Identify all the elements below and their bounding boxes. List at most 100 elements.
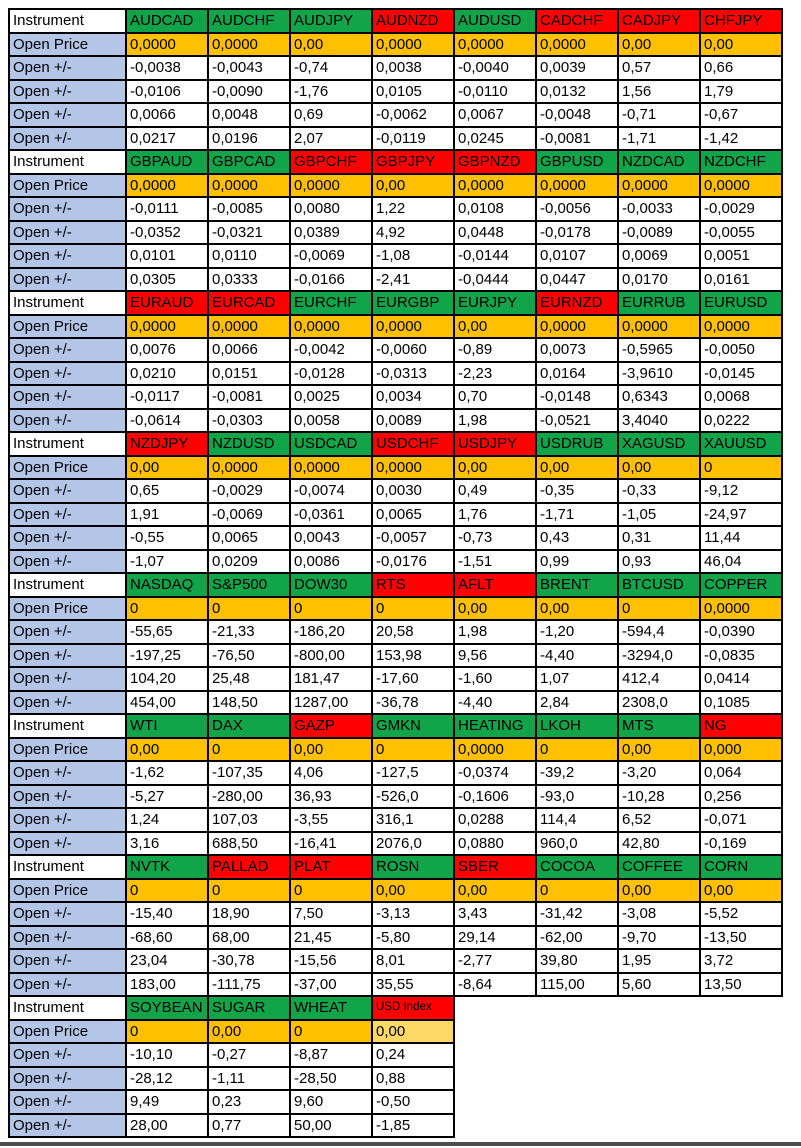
open-change-row-label[interactable]: Open +/- bbox=[8, 971, 127, 997]
open-price-cell[interactable]: 0 bbox=[125, 595, 209, 621]
open-change-cell[interactable]: 0,0039 bbox=[535, 55, 619, 81]
open-price-row-label[interactable]: Open Price bbox=[8, 313, 127, 339]
instrument-header-cell[interactable]: RTS bbox=[371, 572, 455, 598]
open-change-cell[interactable]: 39,80 bbox=[535, 948, 619, 974]
open-change-cell[interactable]: -0,71 bbox=[617, 102, 701, 128]
instrument-row-label[interactable]: Instrument bbox=[8, 290, 127, 316]
open-price-cell[interactable]: 0,0000 bbox=[535, 172, 619, 198]
instrument-header-cell[interactable]: EURUSD bbox=[699, 290, 783, 316]
open-change-cell[interactable]: -37,00 bbox=[289, 971, 373, 997]
open-price-cell[interactable]: 0,0000 bbox=[207, 454, 291, 480]
open-change-cell[interactable]: 3,72 bbox=[699, 948, 783, 974]
open-change-cell[interactable]: -0,0374 bbox=[453, 760, 537, 786]
open-change-cell[interactable]: 1,56 bbox=[617, 78, 701, 104]
open-change-cell[interactable]: -0,0144 bbox=[453, 243, 537, 269]
instrument-header-cell[interactable]: EURAUD bbox=[125, 290, 209, 316]
open-change-cell[interactable]: 0,0073 bbox=[535, 337, 619, 363]
open-change-row-label[interactable]: Open +/- bbox=[8, 266, 127, 292]
open-change-cell[interactable]: -68,60 bbox=[125, 924, 209, 950]
open-change-cell[interactable]: -0,0303 bbox=[207, 407, 291, 433]
open-change-cell[interactable]: -0,0835 bbox=[699, 642, 783, 668]
open-price-cell[interactable]: 0,0000 bbox=[289, 313, 373, 339]
open-change-cell[interactable]: -0,0062 bbox=[371, 102, 455, 128]
open-change-cell[interactable]: -3,20 bbox=[617, 760, 701, 786]
open-price-cell[interactable]: 0 bbox=[617, 595, 701, 621]
open-change-cell[interactable]: 25,48 bbox=[207, 666, 291, 692]
open-price-cell[interactable]: 0 bbox=[289, 1018, 373, 1044]
open-change-cell[interactable]: 0,0051 bbox=[699, 243, 783, 269]
open-change-cell[interactable]: 0,0038 bbox=[371, 55, 455, 81]
open-price-cell[interactable]: 0,0000 bbox=[207, 31, 291, 57]
open-change-cell[interactable]: 18,90 bbox=[207, 901, 291, 927]
open-change-cell[interactable]: -0,5965 bbox=[617, 337, 701, 363]
open-change-cell[interactable]: -0,169 bbox=[699, 830, 783, 856]
open-price-cell[interactable]: 0 bbox=[371, 736, 455, 762]
open-change-row-label[interactable]: Open +/- bbox=[8, 1112, 127, 1138]
open-change-cell[interactable]: 9,60 bbox=[289, 1089, 373, 1115]
open-change-cell[interactable]: -3,13 bbox=[371, 901, 455, 927]
open-change-cell[interactable]: 0,1085 bbox=[699, 689, 783, 715]
open-change-cell[interactable]: 0,0880 bbox=[453, 830, 537, 856]
open-change-cell[interactable]: 0,43 bbox=[535, 525, 619, 551]
open-change-cell[interactable]: 1,79 bbox=[699, 78, 783, 104]
instrument-header-cell[interactable]: NVTK bbox=[125, 854, 209, 880]
instrument-header-cell[interactable]: GBPUSD bbox=[535, 149, 619, 175]
open-change-cell[interactable]: -0,0614 bbox=[125, 407, 209, 433]
instrument-header-cell[interactable]: GBPCHF bbox=[289, 149, 373, 175]
open-price-cell[interactable]: 0 bbox=[289, 595, 373, 621]
open-change-cell[interactable]: 454,00 bbox=[125, 689, 209, 715]
instrument-row-label[interactable]: Instrument bbox=[8, 995, 127, 1021]
open-change-cell[interactable]: -0,0042 bbox=[289, 337, 373, 363]
open-change-cell[interactable]: -5,52 bbox=[699, 901, 783, 927]
open-price-cell[interactable]: 0,0000 bbox=[371, 31, 455, 57]
open-price-cell[interactable]: 0 bbox=[207, 877, 291, 903]
open-price-cell[interactable]: 0,000 bbox=[699, 736, 783, 762]
open-change-cell[interactable]: 0,0089 bbox=[371, 407, 455, 433]
open-change-cell[interactable]: -0,0119 bbox=[371, 125, 455, 151]
open-price-cell[interactable]: 0,0000 bbox=[617, 313, 701, 339]
open-change-cell[interactable]: -1,85 bbox=[371, 1112, 455, 1138]
open-change-row-label[interactable]: Open +/- bbox=[8, 478, 127, 504]
open-price-cell[interactable]: 0,00 bbox=[617, 736, 701, 762]
open-price-cell[interactable]: 0,0000 bbox=[699, 595, 783, 621]
open-price-cell[interactable]: 0,0000 bbox=[207, 172, 291, 198]
open-change-cell[interactable]: -0,0178 bbox=[535, 219, 619, 245]
open-change-cell[interactable]: 3,4040 bbox=[617, 407, 701, 433]
open-change-cell[interactable]: 0,0132 bbox=[535, 78, 619, 104]
open-change-cell[interactable]: 0,99 bbox=[535, 548, 619, 574]
instrument-header-cell[interactable]: EURGBP bbox=[371, 290, 455, 316]
open-change-cell[interactable]: 1,91 bbox=[125, 501, 209, 527]
open-price-cell[interactable]: 0,00 bbox=[289, 31, 373, 57]
open-change-row-label[interactable]: Open +/- bbox=[8, 384, 127, 410]
open-change-cell[interactable]: 2076,0 bbox=[371, 830, 455, 856]
open-change-row-label[interactable]: Open +/- bbox=[8, 1065, 127, 1091]
open-change-cell[interactable]: -0,0085 bbox=[207, 196, 291, 222]
open-change-cell[interactable]: 0,0447 bbox=[535, 266, 619, 292]
open-change-cell[interactable]: 412,4 bbox=[617, 666, 701, 692]
open-change-cell[interactable]: -0,0321 bbox=[207, 219, 291, 245]
open-change-cell[interactable]: 0,0034 bbox=[371, 384, 455, 410]
open-change-cell[interactable]: -28,50 bbox=[289, 1065, 373, 1091]
open-change-cell[interactable]: -0,0390 bbox=[699, 619, 783, 645]
open-change-cell[interactable]: -2,41 bbox=[371, 266, 455, 292]
open-change-cell[interactable]: -0,0081 bbox=[207, 384, 291, 410]
open-change-cell[interactable]: -1,11 bbox=[207, 1065, 291, 1091]
open-price-cell[interactable]: 0 bbox=[125, 1018, 209, 1044]
open-change-cell[interactable]: -55,65 bbox=[125, 619, 209, 645]
instrument-header-cell[interactable]: AUDJPY bbox=[289, 8, 373, 34]
open-change-cell[interactable]: -13,50 bbox=[699, 924, 783, 950]
open-change-row-label[interactable]: Open +/- bbox=[8, 830, 127, 856]
open-change-cell[interactable]: 0,256 bbox=[699, 783, 783, 809]
instrument-header-cell[interactable]: CORN bbox=[699, 854, 783, 880]
instrument-header-cell[interactable]: USDJPY bbox=[453, 431, 537, 457]
open-change-cell[interactable]: 0,70 bbox=[453, 384, 537, 410]
instrument-header-cell[interactable]: BRENT bbox=[535, 572, 619, 598]
open-change-cell[interactable]: 0,0043 bbox=[289, 525, 373, 551]
open-change-cell[interactable]: 0,0170 bbox=[617, 266, 701, 292]
open-change-cell[interactable]: -24,97 bbox=[699, 501, 783, 527]
open-change-cell[interactable]: -3294,0 bbox=[617, 642, 701, 668]
instrument-header-cell[interactable]: NZDJPY bbox=[125, 431, 209, 457]
open-change-cell[interactable]: -0,0029 bbox=[207, 478, 291, 504]
open-change-cell[interactable]: 29,14 bbox=[453, 924, 537, 950]
instrument-header-cell[interactable]: SOYBEAN bbox=[125, 995, 209, 1021]
